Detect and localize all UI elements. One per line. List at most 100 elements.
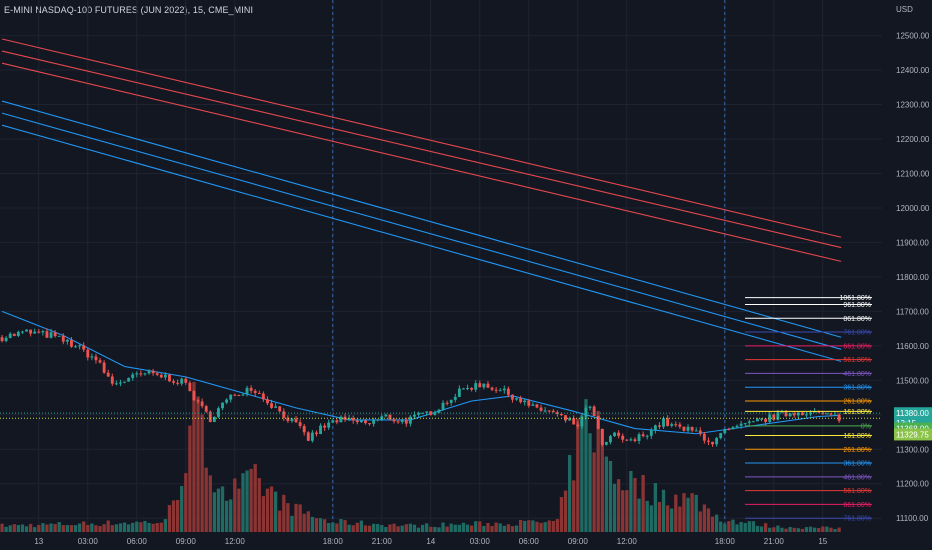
price-axis[interactable]: USD 12500.00 12400.00 12300.00 12200.00 12100… — [882, 0, 932, 550]
volume-bar — [28, 523, 33, 532]
candle-body — [102, 362, 106, 373]
candle-body — [266, 399, 269, 404]
volume-bar — [278, 510, 282, 532]
chart-title: E-MINI NASDAQ-100 FUTURES (JUN 2022), 15… — [4, 5, 254, 15]
price-tick-label: 11900.00 — [896, 238, 929, 247]
candle-body — [335, 420, 339, 423]
volume-bar — [380, 525, 384, 532]
volume-bar — [743, 523, 747, 532]
candle-body — [421, 412, 425, 414]
volume-bar — [821, 526, 825, 532]
volume-bar — [817, 528, 821, 532]
volume-bar — [469, 525, 474, 532]
candle-body — [543, 410, 547, 412]
candle-body — [29, 329, 33, 334]
candle-body — [233, 394, 237, 396]
volume-bar — [604, 456, 609, 532]
volume-bar — [686, 497, 690, 532]
volume-bar — [192, 382, 196, 532]
volume-bar — [261, 496, 266, 532]
time-tick-label: 06:00 — [127, 537, 148, 546]
candle-body — [217, 408, 220, 417]
price-axis-bg — [882, 0, 932, 550]
volume-bar — [61, 525, 65, 532]
volume-bar — [453, 524, 457, 532]
volume-bar — [196, 396, 200, 532]
time-axis[interactable]: 13 03:00 06:00 09:00 12:00 18:00 21:00 14 03:00 0… — [0, 532, 882, 550]
volume-bar — [376, 524, 380, 532]
candle-body — [453, 396, 457, 400]
candle-body — [576, 424, 580, 427]
volume-bar — [216, 488, 221, 532]
candle-body — [225, 399, 229, 403]
candle-body — [237, 395, 241, 397]
volume-bar — [837, 527, 841, 532]
volume-bar — [241, 473, 245, 532]
volume-bar — [420, 524, 425, 532]
price-tag-text: 11380.00 — [896, 409, 929, 418]
candle-body — [392, 419, 396, 422]
price-tick-label: 11200.00 — [896, 480, 929, 489]
candle-body — [776, 412, 780, 420]
volume-bar — [449, 523, 453, 532]
volume-bar — [616, 479, 621, 532]
candle-body — [417, 413, 420, 415]
price-tick-label: 12000.00 — [896, 204, 930, 213]
time-tick-label: 18:00 — [715, 537, 736, 546]
volume-bar — [69, 525, 74, 532]
volume-bar — [645, 500, 649, 532]
volume-bar — [523, 520, 527, 532]
fib-label: 661.80% — [843, 343, 871, 350]
volume-bar — [425, 523, 429, 532]
volume-bar — [253, 464, 257, 532]
volume-bar — [286, 503, 290, 532]
volume-bar — [114, 524, 119, 532]
candle-body — [711, 441, 714, 445]
volume-bar — [502, 525, 506, 532]
volume-bar — [600, 429, 604, 532]
candle-body — [800, 412, 804, 416]
volume-bar — [772, 527, 776, 532]
volume-bar — [363, 525, 368, 532]
volume-bar — [751, 521, 756, 532]
candle-body — [37, 331, 41, 333]
time-tick-label: 13 — [34, 537, 43, 546]
candle-body — [319, 425, 322, 435]
candle-body — [588, 406, 592, 408]
candle-body — [531, 404, 535, 406]
candle-body — [792, 413, 796, 416]
volume-bar — [282, 494, 286, 532]
volume-bar — [155, 523, 159, 532]
candle-body — [580, 416, 584, 427]
fib-level-upper: 161.80% — [745, 409, 872, 416]
moving-average-line — [1, 310, 840, 435]
volume-bar — [592, 452, 596, 532]
volume-bar — [249, 468, 253, 532]
volume-bar — [41, 523, 45, 532]
volume-bar — [102, 524, 106, 532]
candle-body — [184, 378, 188, 383]
candle-body — [188, 382, 192, 391]
candle-body — [466, 387, 469, 389]
candle-body — [805, 414, 808, 416]
volume-bar — [584, 399, 588, 532]
candle-body — [359, 420, 363, 423]
candle-body — [147, 370, 151, 374]
fib-level-lower: 0% — [745, 423, 872, 430]
candle-body — [429, 411, 433, 415]
candles — [0, 328, 841, 447]
volume-bar — [776, 525, 780, 532]
candle-body — [788, 413, 792, 417]
candle-body — [49, 332, 53, 338]
red-band-line — [1, 50, 842, 249]
volume-bar — [388, 524, 392, 532]
volume-bar — [567, 455, 572, 532]
volume-bar — [90, 523, 94, 532]
volume-bar — [678, 506, 682, 532]
candle-body — [21, 331, 24, 333]
candle-body — [470, 387, 474, 390]
volume-bar — [547, 520, 551, 532]
volume-bar — [233, 478, 237, 532]
fib-level-lower: 561.80% — [745, 488, 872, 495]
